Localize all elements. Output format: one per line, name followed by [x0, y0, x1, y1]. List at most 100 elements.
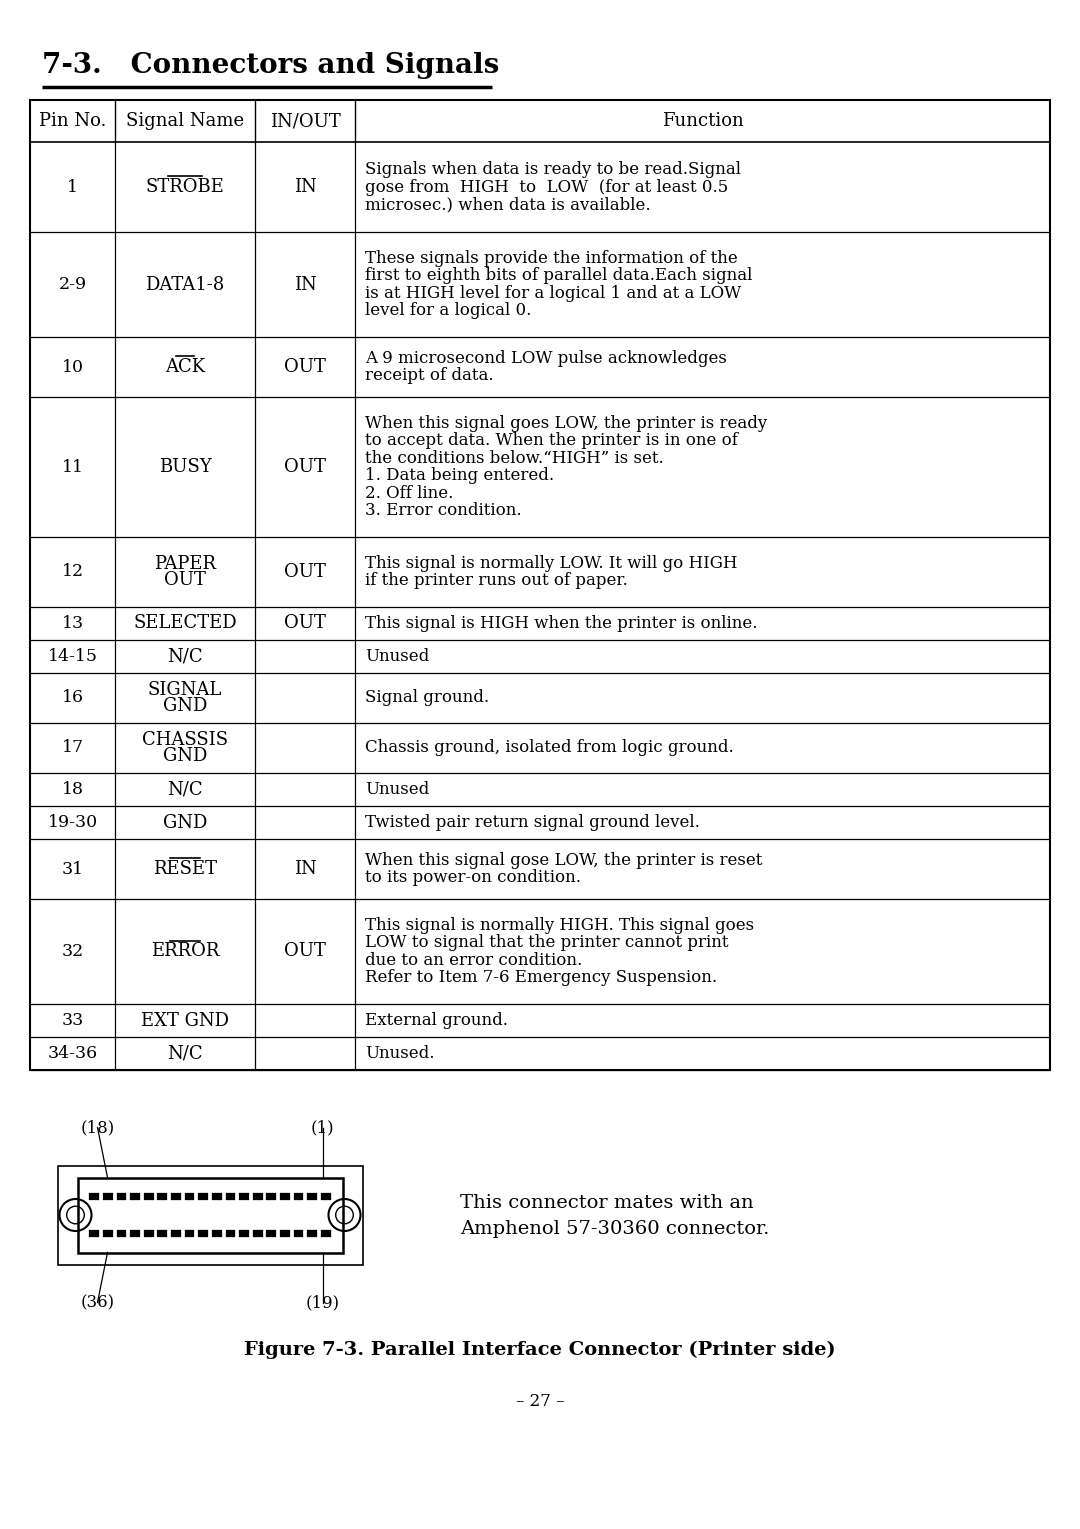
Text: 3. Error condition.: 3. Error condition.: [365, 502, 522, 520]
Bar: [171, 1193, 180, 1200]
Text: Signals when data is ready to be read.Signal: Signals when data is ready to be read.Si…: [365, 161, 741, 177]
Text: Signal Name: Signal Name: [126, 112, 244, 130]
Bar: [185, 1231, 194, 1237]
Bar: [321, 1231, 330, 1237]
Text: 33: 33: [62, 1012, 83, 1029]
Bar: [212, 1231, 221, 1237]
Bar: [239, 1193, 248, 1200]
Bar: [131, 1231, 140, 1237]
Text: 10: 10: [62, 358, 83, 376]
Bar: [90, 1231, 99, 1237]
Text: (1): (1): [311, 1119, 335, 1136]
Text: SELECTED: SELECTED: [133, 615, 237, 633]
Text: OUT: OUT: [284, 942, 326, 960]
Text: This signal is normally HIGH. This signal goes: This signal is normally HIGH. This signa…: [365, 917, 754, 934]
Text: When this signal gose LOW, the printer is reset: When this signal gose LOW, the printer i…: [365, 852, 762, 868]
Bar: [103, 1193, 112, 1200]
Bar: [158, 1193, 167, 1200]
Text: microsec.) when data is available.: microsec.) when data is available.: [365, 196, 650, 213]
Text: 14-15: 14-15: [48, 648, 97, 665]
Text: SIGNAL: SIGNAL: [148, 680, 222, 699]
Text: Unused: Unused: [365, 648, 429, 665]
Text: 2. Off line.: 2. Off line.: [365, 485, 454, 502]
Text: Refer to Item 7-6 Emergency Suspension.: Refer to Item 7-6 Emergency Suspension.: [365, 969, 717, 986]
Bar: [144, 1193, 153, 1200]
Bar: [117, 1231, 126, 1237]
Bar: [199, 1193, 208, 1200]
Text: Unused.: Unused.: [365, 1044, 434, 1063]
Text: When this signal goes LOW, the printer is ready: When this signal goes LOW, the printer i…: [365, 414, 767, 431]
Text: 16: 16: [62, 690, 83, 706]
Text: CHASSIS: CHASSIS: [141, 731, 228, 749]
Text: due to an error condition.: due to an error condition.: [365, 951, 582, 969]
Text: STROBE: STROBE: [146, 177, 225, 196]
Bar: [212, 1193, 221, 1200]
Bar: [280, 1231, 289, 1237]
Bar: [294, 1231, 303, 1237]
Bar: [294, 1193, 303, 1200]
Text: IN: IN: [294, 177, 316, 196]
Text: 7-3.   Connectors and Signals: 7-3. Connectors and Signals: [42, 52, 499, 80]
Text: IN: IN: [294, 275, 316, 294]
Text: (18): (18): [80, 1119, 114, 1136]
Bar: [103, 1231, 112, 1237]
Text: 13: 13: [62, 615, 83, 631]
Bar: [267, 1231, 276, 1237]
Text: OUT: OUT: [284, 358, 326, 376]
Bar: [199, 1231, 208, 1237]
Text: Pin No.: Pin No.: [39, 112, 106, 130]
Bar: [226, 1231, 235, 1237]
Text: 2-9: 2-9: [58, 277, 86, 294]
Text: first to eighth bits of parallel data.Each signal: first to eighth bits of parallel data.Ea…: [365, 268, 753, 284]
Text: 34-36: 34-36: [48, 1044, 97, 1063]
Text: Twisted pair return signal ground level.: Twisted pair return signal ground level.: [365, 813, 700, 830]
Bar: [239, 1231, 248, 1237]
Text: This signal is HIGH when the printer is online.: This signal is HIGH when the printer is …: [365, 615, 757, 631]
Text: to accept data. When the printer is in one of: to accept data. When the printer is in o…: [365, 433, 738, 450]
Text: N/C: N/C: [167, 780, 203, 798]
Text: ACK: ACK: [165, 358, 205, 376]
Bar: [90, 1193, 99, 1200]
Text: 31: 31: [62, 861, 83, 878]
Bar: [307, 1231, 318, 1237]
Text: 12: 12: [62, 564, 83, 581]
Text: is at HIGH level for a logical 1 and at a LOW: is at HIGH level for a logical 1 and at …: [365, 284, 741, 301]
Text: (36): (36): [80, 1294, 114, 1310]
Text: This signal is normally LOW. It will go HIGH: This signal is normally LOW. It will go …: [365, 555, 738, 572]
Text: A 9 microsecond LOW pulse acknowledges: A 9 microsecond LOW pulse acknowledges: [365, 350, 727, 367]
Text: 1. Data being entered.: 1. Data being entered.: [365, 468, 554, 485]
Text: ERROR: ERROR: [151, 942, 219, 960]
Bar: [321, 1193, 330, 1200]
Bar: [226, 1193, 235, 1200]
Text: the conditions below.“HIGH” is set.: the conditions below.“HIGH” is set.: [365, 450, 664, 466]
Text: N/C: N/C: [167, 1044, 203, 1063]
Text: IN/OUT: IN/OUT: [270, 112, 340, 130]
Bar: [267, 1193, 276, 1200]
Bar: [117, 1193, 126, 1200]
Text: receipt of data.: receipt of data.: [365, 367, 494, 384]
Text: RESET: RESET: [153, 859, 217, 878]
Text: OUT: OUT: [284, 615, 326, 633]
Text: 17: 17: [62, 740, 83, 757]
Text: GND: GND: [163, 813, 207, 832]
Text: Function: Function: [662, 112, 743, 130]
Text: OUT: OUT: [284, 563, 326, 581]
Text: if the printer runs out of paper.: if the printer runs out of paper.: [365, 572, 627, 589]
Bar: [253, 1193, 262, 1200]
Text: 11: 11: [62, 459, 83, 476]
Text: OUT: OUT: [164, 570, 206, 589]
Text: N/C: N/C: [167, 647, 203, 665]
Text: DATA1-8: DATA1-8: [146, 275, 225, 294]
Text: BUSY: BUSY: [159, 459, 212, 476]
Text: LOW to signal that the printer cannot print: LOW to signal that the printer cannot pr…: [365, 934, 729, 951]
Text: 1: 1: [67, 179, 78, 196]
Text: External ground.: External ground.: [365, 1012, 508, 1029]
Bar: [30, 99, 1050, 1070]
Text: Unused: Unused: [365, 781, 429, 798]
Text: Signal ground.: Signal ground.: [365, 690, 489, 706]
Bar: [144, 1231, 153, 1237]
Text: PAPER: PAPER: [154, 555, 216, 573]
Bar: [131, 1193, 140, 1200]
Text: IN: IN: [294, 859, 316, 878]
Bar: [253, 1231, 262, 1237]
